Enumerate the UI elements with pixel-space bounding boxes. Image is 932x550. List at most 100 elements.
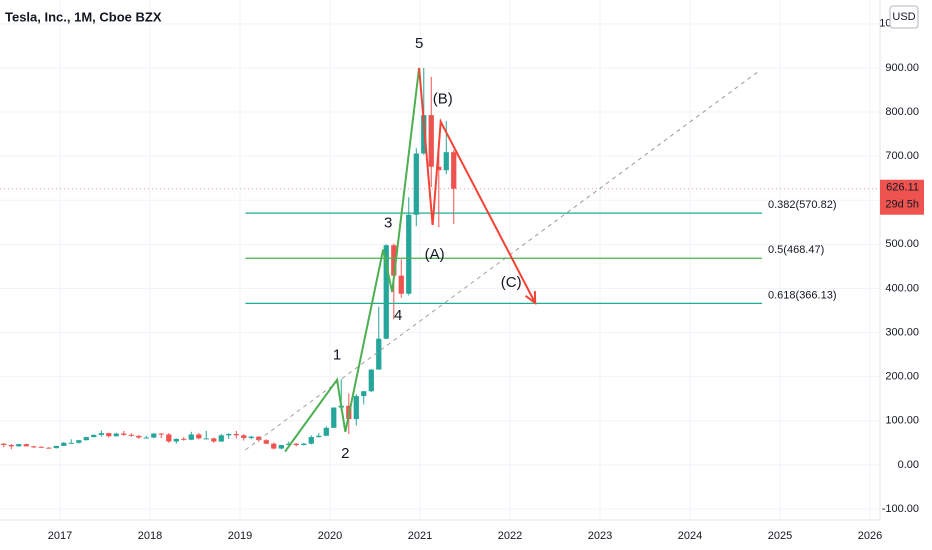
y-tick-label: 0.00 [898, 459, 919, 471]
candle-body [301, 443, 307, 446]
countdown-label: 29d 5h [885, 199, 919, 211]
candle-body [113, 433, 119, 437]
y-tick-label: 200.00 [885, 371, 919, 383]
candle-body [323, 427, 329, 436]
y-tick-label: 300.00 [885, 326, 919, 338]
price-axis-panel [880, 0, 932, 550]
arrow-head [524, 290, 537, 306]
wave-label: 4 [394, 307, 402, 324]
candle-body [136, 435, 142, 438]
wave-line [418, 67, 537, 304]
wave-line [284, 67, 421, 453]
candle-body [451, 152, 457, 189]
plot-area: 0.382(570.82) 0.5(468.47) 0.618(366.13) 1 2 3… [0, 35, 880, 462]
candle-body [436, 166, 442, 171]
candle-body [46, 447, 52, 449]
x-tick-label: 2024 [678, 530, 702, 542]
last-price-label: 626.11 [886, 182, 919, 194]
candle-body [68, 442, 74, 444]
x-tick-label: 2022 [498, 530, 522, 542]
candle-body [271, 443, 277, 449]
candle-body [211, 438, 217, 442]
y-tick-label: 900.00 [885, 62, 919, 74]
candle-body [428, 115, 434, 167]
candle-body [421, 115, 427, 154]
candle-body [398, 275, 404, 294]
candle-body [406, 214, 412, 294]
candle-body [368, 369, 374, 392]
x-tick-label: 2023 [588, 530, 612, 542]
candle-body [233, 433, 239, 436]
wave-label: (B) [433, 91, 453, 108]
axes: -100.00 0.00 100.00 200.00 300.00 400.00 500.0… [48, 5, 924, 542]
candle-body [361, 391, 367, 397]
candle-body [83, 437, 89, 441]
x-tick-label: 2025 [768, 530, 792, 542]
candle-body [61, 442, 67, 446]
candle-body [278, 445, 284, 449]
x-tick-label: 2017 [48, 530, 72, 542]
candle-body [23, 444, 29, 447]
candle-body [143, 437, 149, 439]
chart-title: Tesla, Inc., 1M, Cboe BZX [5, 9, 162, 24]
x-tick-label: 2026 [858, 530, 882, 542]
candle-body [98, 433, 104, 435]
candle-body [376, 338, 382, 370]
candle-body [181, 438, 187, 440]
candle-body [173, 438, 179, 442]
currency-label: USD [892, 11, 915, 23]
candle-body [121, 433, 127, 435]
y-tick-label: 800.00 [885, 106, 919, 118]
candle-body [263, 440, 269, 444]
fib-label: 0.382(570.82) [768, 199, 837, 211]
x-tick-label: 2020 [318, 530, 342, 542]
wave-label: 1 [333, 347, 341, 364]
candle-body [286, 443, 292, 446]
candle-body [241, 435, 247, 438]
x-tick-label: 2019 [228, 530, 252, 542]
candle-body [166, 434, 172, 442]
candle-body [128, 434, 134, 436]
candle-body [91, 434, 97, 438]
wave-label: 5 [415, 35, 423, 52]
y-tick-label: 700.00 [885, 150, 919, 162]
x-tick-label: 2018 [138, 530, 162, 542]
candle-body [293, 443, 299, 446]
candle-body [158, 433, 164, 435]
candle-body [226, 433, 232, 436]
candle-body [53, 445, 59, 449]
candle-body [196, 434, 202, 439]
candle-body [308, 437, 314, 444]
candle-body [76, 440, 82, 443]
candle-body [391, 245, 397, 276]
candle-body [316, 435, 322, 438]
y-tick-label: 500.00 [885, 238, 919, 250]
candle-body [106, 433, 112, 437]
grid [0, 0, 880, 520]
candle-body [353, 396, 359, 419]
candle-body [203, 438, 209, 440]
candle-body [8, 445, 14, 447]
y-tick-label: 400.00 [885, 282, 919, 294]
wave-label: 3 [384, 215, 392, 232]
fib-label: 0.618(366.13) [768, 289, 837, 301]
candle-body [151, 433, 157, 438]
candle-body [1, 443, 7, 446]
candle-body [248, 436, 254, 438]
x-tick-label: 2021 [408, 530, 432, 542]
candle-body [38, 446, 44, 448]
candle-body [256, 436, 262, 441]
candle-body [413, 153, 419, 215]
time-axis-panel [0, 520, 932, 550]
candle-body [218, 435, 224, 442]
candle-body [16, 444, 22, 447]
candle-body [188, 434, 194, 440]
wave-label: 2 [341, 445, 349, 462]
candle-body [383, 245, 389, 339]
y-tick-label: -100.00 [882, 503, 919, 515]
wave-label: (A) [425, 246, 445, 263]
fib-label: 0.5(468.47) [768, 244, 824, 256]
y-tick-label: 100.00 [885, 415, 919, 427]
